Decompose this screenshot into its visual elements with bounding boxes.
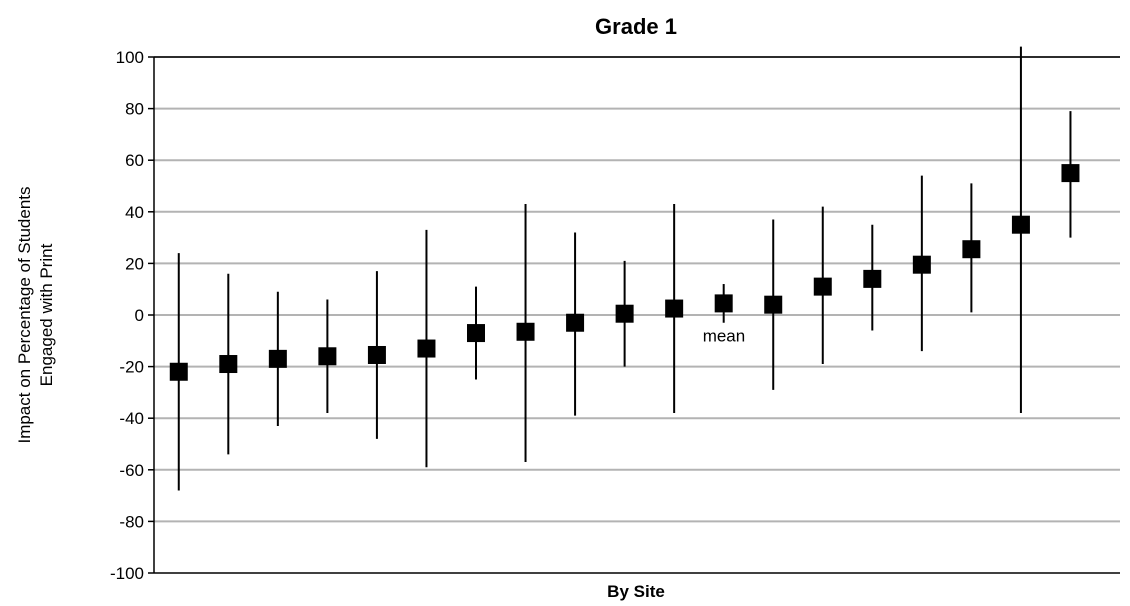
data-marker bbox=[318, 347, 337, 366]
data-marker bbox=[169, 362, 188, 381]
data-marker bbox=[1011, 215, 1030, 234]
chart-title: Grade 1 bbox=[595, 14, 677, 39]
y-tick-label: 80 bbox=[125, 100, 144, 119]
data-marker bbox=[615, 304, 634, 323]
mean-annotation: mean bbox=[703, 327, 746, 346]
y-axis-label-line-1: Impact on Percentage of Students bbox=[15, 186, 34, 443]
y-tick-label: 0 bbox=[135, 306, 144, 325]
data-marker bbox=[367, 345, 386, 364]
data-marker bbox=[813, 277, 832, 296]
data-marker bbox=[219, 355, 238, 374]
data-marker bbox=[912, 255, 931, 274]
y-tick-label: 100 bbox=[116, 48, 144, 67]
error-bars bbox=[177, 46, 1072, 491]
gridlines bbox=[154, 56, 1120, 523]
data-marker bbox=[714, 294, 733, 313]
x-axis-label: By Site bbox=[607, 582, 665, 601]
data-marker bbox=[1061, 164, 1080, 183]
y-tick-label: 60 bbox=[125, 151, 144, 170]
y-axis-label-line-2: Engaged with Print bbox=[37, 243, 56, 386]
data-marker bbox=[417, 339, 436, 358]
markers bbox=[169, 164, 1080, 381]
y-tick-label: -100 bbox=[110, 564, 144, 583]
data-marker bbox=[268, 349, 287, 368]
data-marker bbox=[665, 299, 684, 318]
data-marker bbox=[764, 295, 783, 314]
y-tick-labels: 100 80 60 40 20 0 -20 -40 -60 -80 -100 bbox=[110, 48, 144, 583]
data-marker bbox=[962, 240, 981, 259]
data-marker bbox=[516, 322, 535, 341]
y-tick-label: -40 bbox=[119, 409, 144, 428]
y-tick-label: -80 bbox=[119, 512, 144, 531]
y-tick-label: -20 bbox=[119, 358, 144, 377]
data-marker bbox=[863, 269, 882, 288]
y-tick-label: 40 bbox=[125, 203, 144, 222]
y-tick-label: -60 bbox=[119, 461, 144, 480]
data-marker bbox=[566, 313, 585, 332]
axes bbox=[148, 56, 1120, 574]
y-tick-label: 20 bbox=[125, 254, 144, 273]
data-marker bbox=[467, 324, 485, 343]
